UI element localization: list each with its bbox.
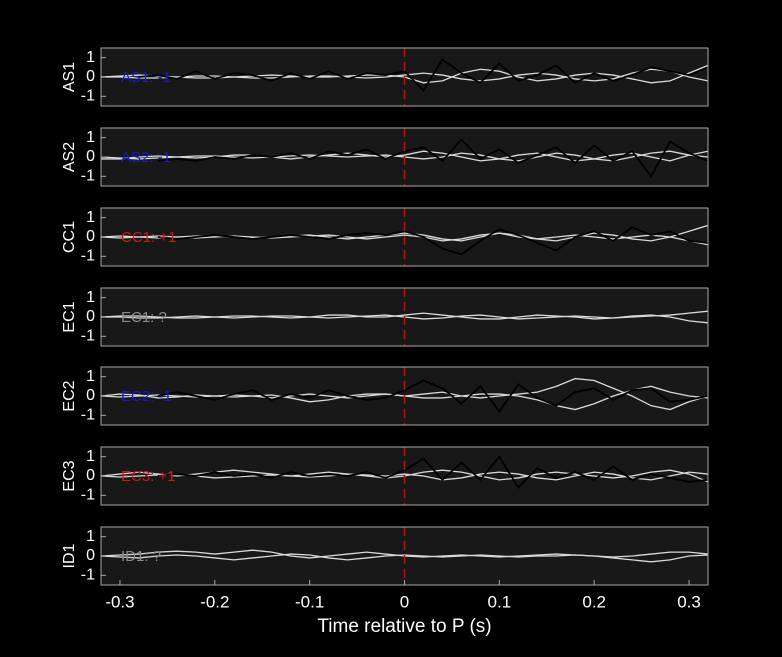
y-axis-label: ID1 <box>61 543 78 568</box>
x-tick-label: 0.2 <box>582 592 606 611</box>
y-tick-label: -1 <box>81 248 95 265</box>
annotation: AS1: -1 <box>121 69 171 86</box>
trace <box>101 471 708 481</box>
y-tick-label: 1 <box>86 368 95 385</box>
trace <box>101 68 708 82</box>
y-tick-label: -1 <box>81 567 95 584</box>
y-axis-label: EC1 <box>61 301 78 332</box>
y-tick-label: 1 <box>86 49 95 66</box>
plot-area <box>101 447 708 505</box>
annotation: EC2: -1 <box>121 388 172 405</box>
x-tick-label: -0.1 <box>295 592 324 611</box>
annotation: AS2: -1 <box>121 149 171 166</box>
x-tick-label: 0.3 <box>677 592 701 611</box>
plot-area <box>101 367 708 425</box>
y-axis-label: EC3 <box>61 460 78 491</box>
y-axis-label: AS1 <box>61 62 78 92</box>
y-tick-label: 0 <box>86 547 95 564</box>
plot-area <box>101 208 708 266</box>
trace <box>138 58 708 92</box>
x-tick-label: 0.1 <box>488 592 512 611</box>
y-tick-label: -1 <box>81 88 95 105</box>
trace <box>157 138 708 178</box>
plot-area <box>101 527 708 585</box>
y-tick-label: 0 <box>86 68 95 85</box>
y-tick-label: 1 <box>86 209 95 226</box>
annotation: EC3: +1 <box>121 468 176 485</box>
y-tick-label: -1 <box>81 487 95 504</box>
annotation: EC1: ? <box>121 309 167 326</box>
plot-area <box>101 128 708 186</box>
y-tick-label: 1 <box>86 289 95 306</box>
x-tick-label: 0 <box>400 592 409 611</box>
y-axis-label: AS2 <box>61 142 78 172</box>
y-tick-label: 1 <box>86 528 95 545</box>
y-tick-label: 1 <box>86 448 95 465</box>
trace <box>157 379 708 414</box>
y-tick-label: 0 <box>86 467 95 484</box>
y-tick-label: -1 <box>81 407 95 424</box>
y-tick-label: 0 <box>86 148 95 165</box>
y-tick-label: 0 <box>86 387 95 404</box>
y-axis-label: CC1 <box>61 221 78 253</box>
y-axis-label: EC2 <box>61 380 78 411</box>
x-tick-label: -0.3 <box>105 592 134 611</box>
plot-area <box>101 288 708 346</box>
y-tick-label: 0 <box>86 308 95 325</box>
plot-area <box>101 48 708 106</box>
y-tick-label: 1 <box>86 129 95 146</box>
y-tick-label: -1 <box>81 328 95 345</box>
y-tick-label: 0 <box>86 228 95 245</box>
y-tick-label: -1 <box>81 168 95 185</box>
trace <box>157 226 708 256</box>
annotation: CC1: +1 <box>121 229 176 246</box>
x-tick-label: -0.2 <box>200 592 229 611</box>
trace <box>157 455 708 490</box>
annotation: ID1: ? <box>121 548 161 565</box>
x-axis-label: Time relative to P (s) <box>317 616 491 637</box>
